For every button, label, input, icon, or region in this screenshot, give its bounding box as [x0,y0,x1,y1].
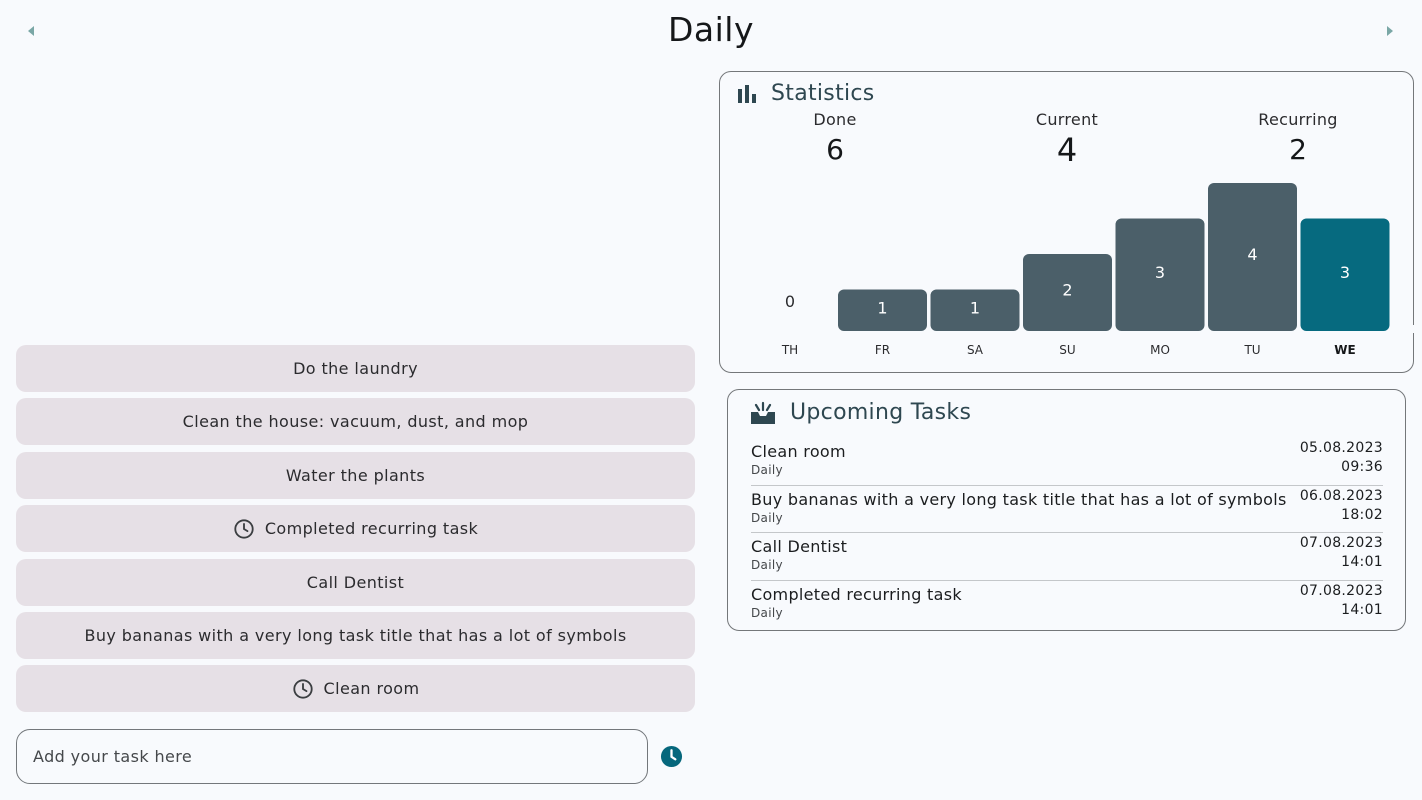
stat-current-value: 4 [1056,131,1078,169]
statistics-title: Statistics [771,81,875,106]
chart-bar [1208,183,1297,331]
upcoming-item-recurrence: Daily [751,463,783,477]
upcoming-item[interactable]: Buy bananas with a very long task title … [751,486,1383,533]
chart-value-label: 1 [970,298,980,317]
task-label: Completed recurring task [264,519,479,539]
chart-category-label: SA [967,343,984,357]
stat-recurring: Recurring 2 [1218,110,1378,166]
chart-category-label: TH [781,343,798,357]
chart-bar [1023,254,1112,331]
statistics-header: Statistics [737,81,875,106]
stat-done-label: Done [813,110,857,129]
upcoming-item-recurrence: Daily [751,605,783,620]
task-item[interactable]: Completed recurring task [16,505,695,553]
upcoming-list: Clean room Daily 05.08.2023 09:36 Buy ba… [751,438,1383,628]
task-item[interactable]: Clean the house: vacuum, dust, and mop [16,398,695,446]
next-day-arrow-icon[interactable] [1387,26,1393,36]
stat-recurring-label: Recurring [1258,110,1338,129]
bar-chart-icon [737,84,757,104]
task-label: Clean room [323,679,420,699]
chart-category-label: TU [1243,343,1260,357]
task-list: Do the laundry Clean the house: vacuum, … [16,345,695,719]
upcoming-item-date: 05.08.2023 [1299,440,1383,456]
upcoming-item-title: Buy bananas with a very long task title … [751,489,1287,509]
chart-category-label: SU [1059,343,1075,357]
task-label: Clean the house: vacuum, dust, and mop [182,412,529,432]
upcoming-item-time: 14:01 [1341,554,1383,570]
page-title: Daily [668,10,754,49]
upcoming-item-recurrence: Daily [751,558,783,572]
task-input-container [16,729,648,784]
task-input[interactable] [33,747,647,766]
previous-day-arrow-icon[interactable] [28,26,34,36]
task-item[interactable]: Do the laundry [16,345,695,392]
task-item[interactable]: Call Dentist [16,558,695,606]
task-label: Call Dentist [306,572,405,592]
task-label: Do the laundry [293,359,418,378]
upcoming-item-date: 07.08.2023 [1299,582,1383,599]
upcoming-item-date: 07.08.2023 [1299,535,1383,551]
inbox-icon [750,401,776,425]
stat-recurring-value: 2 [1289,133,1307,166]
stat-current: Current 4 [987,110,1147,169]
task-item[interactable]: Water the plants [16,451,695,499]
weekly-bar-chart: 0 TH 1 FR 1 SA 2 SU 3 MO 4 TU 3 WE [720,183,1415,357]
upcoming-item-time: 18:02 [1341,506,1383,523]
upcoming-item-title: Completed recurring task [751,584,962,604]
chart-bar [1300,218,1390,331]
upcoming-item-date: 06.08.2023 [1299,487,1383,504]
task-label: Buy bananas with a very long task title … [84,625,627,645]
stat-current-label: Current [1035,110,1099,129]
chart-value-label: 1 [877,298,887,317]
upcoming-header: Upcoming Tasks [750,400,971,425]
chart-value-label: 3 [1340,263,1350,282]
chart-bar [1115,218,1205,331]
task-item[interactable]: Buy bananas with a very long task title … [16,611,695,659]
clock-icon [292,678,314,700]
stat-done-value: 6 [826,133,844,166]
chart-value-label: 4 [1247,245,1257,264]
chart-category-label: WE [1334,343,1355,357]
chart-value-label: 2 [1062,281,1072,300]
filled-clock-icon [660,745,683,768]
upcoming-tasks-card: Upcoming Tasks Clean room Daily 05.08.20… [727,389,1406,631]
upcoming-title: Upcoming Tasks [790,400,972,425]
chart-bar [838,289,927,331]
chart-category-label: FR [875,343,890,357]
task-item[interactable]: Clean room [16,665,695,713]
upcoming-item-title: Call Dentist [751,537,848,556]
upcoming-item-recurrence: Daily [751,510,783,525]
schedule-clock-button[interactable] [660,745,683,772]
stat-done: Done 6 [755,110,915,166]
chart-value-label: 0 [785,292,795,311]
upcoming-item[interactable]: Clean room Daily 05.08.2023 09:36 [751,438,1383,486]
chart-bar [930,289,1020,331]
chart-category-label: MO [1150,343,1170,357]
task-label: Water the plants [285,465,426,485]
upcoming-item[interactable]: Call Dentist Daily 07.08.2023 14:01 [751,533,1383,581]
upcoming-item[interactable]: Completed recurring task Daily 07.08.202… [751,581,1383,629]
statistics-card: Statistics Done 6 Current 4 Recurring 2 … [719,71,1415,373]
upcoming-item-time: 14:01 [1341,601,1383,618]
clock-icon [233,518,255,540]
chart-value-label: 3 [1155,263,1165,282]
upcoming-item-time: 09:36 [1341,459,1383,475]
upcoming-item-title: Clean room [751,442,846,461]
